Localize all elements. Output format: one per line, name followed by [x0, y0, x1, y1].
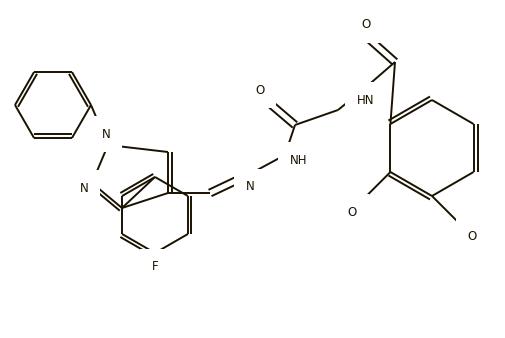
Text: HN: HN — [357, 94, 375, 106]
Text: NH: NH — [290, 153, 308, 167]
Text: N: N — [102, 127, 111, 141]
Text: O: O — [467, 230, 477, 242]
Text: O: O — [362, 19, 371, 31]
Text: O: O — [256, 83, 265, 97]
Text: F: F — [152, 261, 158, 273]
Text: N: N — [80, 182, 88, 194]
Text: N: N — [245, 180, 255, 193]
Text: O: O — [348, 206, 357, 218]
